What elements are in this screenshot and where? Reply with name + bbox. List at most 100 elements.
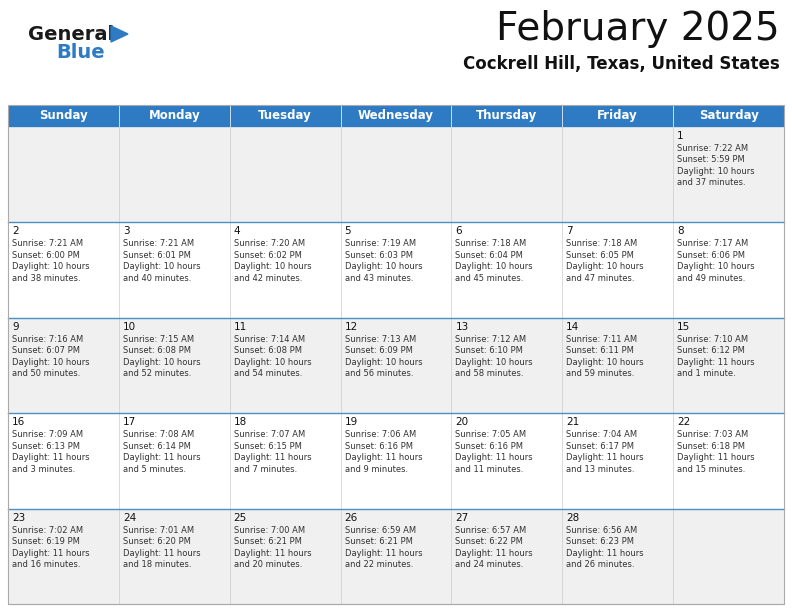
- Text: 2: 2: [12, 226, 19, 236]
- Bar: [8, 105, 119, 127]
- Bar: [341, 413, 451, 509]
- Text: Sunrise: 7:18 AM
Sunset: 6:04 PM
Daylight: 10 hours
and 45 minutes.: Sunrise: 7:18 AM Sunset: 6:04 PM Dayligh…: [455, 239, 533, 283]
- Bar: [341, 318, 451, 413]
- Text: Sunrise: 7:10 AM
Sunset: 6:12 PM
Daylight: 11 hours
and 1 minute.: Sunrise: 7:10 AM Sunset: 6:12 PM Dayligh…: [677, 335, 755, 378]
- Text: 19: 19: [345, 417, 358, 427]
- Bar: [230, 318, 341, 413]
- Bar: [451, 318, 562, 413]
- Text: 16: 16: [12, 417, 25, 427]
- Bar: [451, 105, 562, 127]
- Bar: [230, 509, 341, 604]
- Bar: [451, 509, 562, 604]
- Bar: [8, 105, 784, 604]
- Text: 23: 23: [12, 513, 25, 523]
- Text: Sunrise: 7:21 AM
Sunset: 6:01 PM
Daylight: 10 hours
and 40 minutes.: Sunrise: 7:21 AM Sunset: 6:01 PM Dayligh…: [123, 239, 200, 283]
- Text: Sunrise: 7:09 AM
Sunset: 6:13 PM
Daylight: 11 hours
and 3 minutes.: Sunrise: 7:09 AM Sunset: 6:13 PM Dayligh…: [12, 430, 89, 474]
- Bar: [451, 127, 562, 222]
- Bar: [673, 222, 784, 318]
- Bar: [119, 509, 230, 604]
- Text: 6: 6: [455, 226, 462, 236]
- Text: 26: 26: [345, 513, 358, 523]
- Text: Tuesday: Tuesday: [258, 110, 312, 122]
- Bar: [451, 413, 562, 509]
- Text: 4: 4: [234, 226, 240, 236]
- Text: 10: 10: [123, 322, 136, 332]
- Text: Sunrise: 7:16 AM
Sunset: 6:07 PM
Daylight: 10 hours
and 50 minutes.: Sunrise: 7:16 AM Sunset: 6:07 PM Dayligh…: [12, 335, 89, 378]
- Text: 9: 9: [12, 322, 19, 332]
- Text: 7: 7: [566, 226, 573, 236]
- Bar: [562, 105, 673, 127]
- Text: General: General: [28, 25, 114, 44]
- Text: Monday: Monday: [148, 110, 200, 122]
- Bar: [673, 509, 784, 604]
- Text: Sunrise: 7:05 AM
Sunset: 6:16 PM
Daylight: 11 hours
and 11 minutes.: Sunrise: 7:05 AM Sunset: 6:16 PM Dayligh…: [455, 430, 533, 474]
- Text: Sunrise: 6:56 AM
Sunset: 6:23 PM
Daylight: 11 hours
and 26 minutes.: Sunrise: 6:56 AM Sunset: 6:23 PM Dayligh…: [566, 526, 644, 569]
- Bar: [8, 509, 119, 604]
- Text: 12: 12: [345, 322, 358, 332]
- Bar: [230, 222, 341, 318]
- Bar: [341, 222, 451, 318]
- Bar: [230, 413, 341, 509]
- Polygon shape: [111, 26, 128, 42]
- Text: Sunrise: 7:22 AM
Sunset: 5:59 PM
Daylight: 10 hours
and 37 minutes.: Sunrise: 7:22 AM Sunset: 5:59 PM Dayligh…: [677, 144, 755, 187]
- Text: Sunrise: 6:57 AM
Sunset: 6:22 PM
Daylight: 11 hours
and 24 minutes.: Sunrise: 6:57 AM Sunset: 6:22 PM Dayligh…: [455, 526, 533, 569]
- Bar: [8, 127, 119, 222]
- Bar: [341, 105, 451, 127]
- Text: 25: 25: [234, 513, 247, 523]
- Text: Cockrell Hill, Texas, United States: Cockrell Hill, Texas, United States: [463, 55, 780, 73]
- Text: 18: 18: [234, 417, 247, 427]
- Text: Sunrise: 7:14 AM
Sunset: 6:08 PM
Daylight: 10 hours
and 54 minutes.: Sunrise: 7:14 AM Sunset: 6:08 PM Dayligh…: [234, 335, 311, 378]
- Bar: [8, 413, 119, 509]
- Text: Sunrise: 7:12 AM
Sunset: 6:10 PM
Daylight: 10 hours
and 58 minutes.: Sunrise: 7:12 AM Sunset: 6:10 PM Dayligh…: [455, 335, 533, 378]
- Bar: [341, 127, 451, 222]
- Text: Sunrise: 7:02 AM
Sunset: 6:19 PM
Daylight: 11 hours
and 16 minutes.: Sunrise: 7:02 AM Sunset: 6:19 PM Dayligh…: [12, 526, 89, 569]
- Text: 21: 21: [566, 417, 580, 427]
- Text: February 2025: February 2025: [497, 10, 780, 48]
- Text: 11: 11: [234, 322, 247, 332]
- Text: Sunrise: 7:20 AM
Sunset: 6:02 PM
Daylight: 10 hours
and 42 minutes.: Sunrise: 7:20 AM Sunset: 6:02 PM Dayligh…: [234, 239, 311, 283]
- Text: 5: 5: [345, 226, 351, 236]
- Bar: [230, 127, 341, 222]
- Text: Blue: Blue: [56, 43, 105, 62]
- Bar: [562, 413, 673, 509]
- Text: Sunrise: 6:59 AM
Sunset: 6:21 PM
Daylight: 11 hours
and 22 minutes.: Sunrise: 6:59 AM Sunset: 6:21 PM Dayligh…: [345, 526, 422, 569]
- Text: Sunrise: 7:06 AM
Sunset: 6:16 PM
Daylight: 11 hours
and 9 minutes.: Sunrise: 7:06 AM Sunset: 6:16 PM Dayligh…: [345, 430, 422, 474]
- Text: 1: 1: [677, 131, 683, 141]
- Bar: [562, 509, 673, 604]
- Bar: [673, 413, 784, 509]
- Bar: [562, 127, 673, 222]
- Text: Sunrise: 7:18 AM
Sunset: 6:05 PM
Daylight: 10 hours
and 47 minutes.: Sunrise: 7:18 AM Sunset: 6:05 PM Dayligh…: [566, 239, 644, 283]
- Text: Sunrise: 7:07 AM
Sunset: 6:15 PM
Daylight: 11 hours
and 7 minutes.: Sunrise: 7:07 AM Sunset: 6:15 PM Dayligh…: [234, 430, 311, 474]
- Bar: [119, 222, 230, 318]
- Text: 22: 22: [677, 417, 691, 427]
- Bar: [8, 318, 119, 413]
- Bar: [119, 413, 230, 509]
- Bar: [119, 105, 230, 127]
- Bar: [451, 222, 562, 318]
- Bar: [119, 127, 230, 222]
- Text: Sunrise: 7:15 AM
Sunset: 6:08 PM
Daylight: 10 hours
and 52 minutes.: Sunrise: 7:15 AM Sunset: 6:08 PM Dayligh…: [123, 335, 200, 378]
- Text: Thursday: Thursday: [476, 110, 538, 122]
- Text: 20: 20: [455, 417, 469, 427]
- Bar: [119, 318, 230, 413]
- Text: Sunrise: 7:00 AM
Sunset: 6:21 PM
Daylight: 11 hours
and 20 minutes.: Sunrise: 7:00 AM Sunset: 6:21 PM Dayligh…: [234, 526, 311, 569]
- Bar: [8, 222, 119, 318]
- Text: 14: 14: [566, 322, 580, 332]
- Text: Sunrise: 7:04 AM
Sunset: 6:17 PM
Daylight: 11 hours
and 13 minutes.: Sunrise: 7:04 AM Sunset: 6:17 PM Dayligh…: [566, 430, 644, 474]
- Bar: [673, 318, 784, 413]
- Text: Friday: Friday: [597, 110, 638, 122]
- Text: Sunrise: 7:17 AM
Sunset: 6:06 PM
Daylight: 10 hours
and 49 minutes.: Sunrise: 7:17 AM Sunset: 6:06 PM Dayligh…: [677, 239, 755, 283]
- Text: 24: 24: [123, 513, 136, 523]
- Text: Saturday: Saturday: [699, 110, 759, 122]
- Text: 13: 13: [455, 322, 469, 332]
- Text: Sunrise: 7:13 AM
Sunset: 6:09 PM
Daylight: 10 hours
and 56 minutes.: Sunrise: 7:13 AM Sunset: 6:09 PM Dayligh…: [345, 335, 422, 378]
- Text: 17: 17: [123, 417, 136, 427]
- Bar: [230, 105, 341, 127]
- Text: 8: 8: [677, 226, 683, 236]
- Text: 28: 28: [566, 513, 580, 523]
- Text: 15: 15: [677, 322, 691, 332]
- Bar: [673, 127, 784, 222]
- Text: 27: 27: [455, 513, 469, 523]
- Text: Sunrise: 7:08 AM
Sunset: 6:14 PM
Daylight: 11 hours
and 5 minutes.: Sunrise: 7:08 AM Sunset: 6:14 PM Dayligh…: [123, 430, 200, 474]
- Text: 3: 3: [123, 226, 129, 236]
